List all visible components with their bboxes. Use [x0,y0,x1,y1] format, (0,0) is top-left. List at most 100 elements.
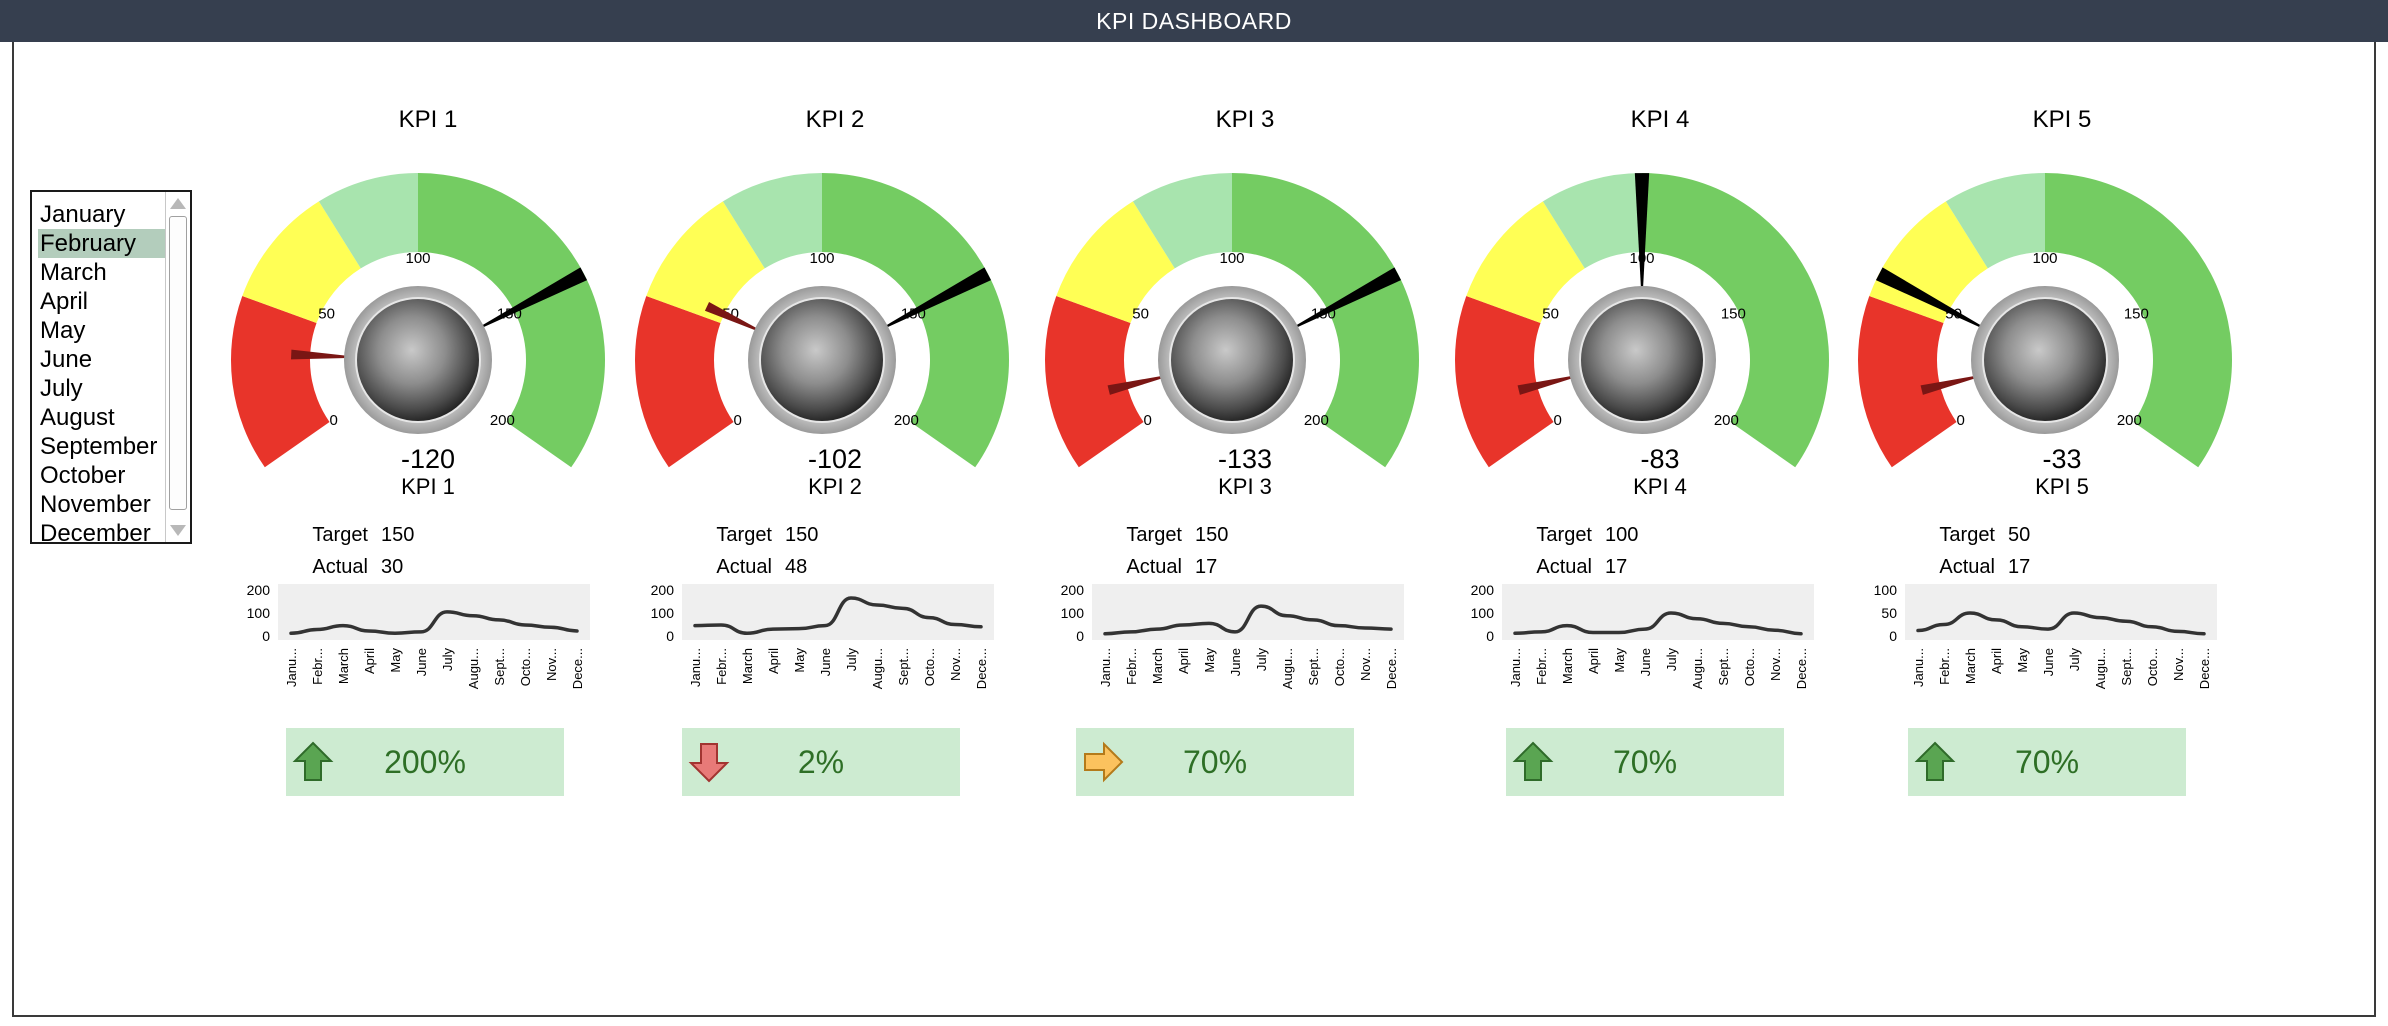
listbox-scrollbar[interactable] [165,192,190,542]
gauge-tick-label: 50 [1542,305,1559,322]
kpi-change-percent: 200% [384,744,466,780]
trend-x-tick: Nov... [2171,648,2186,681]
gauge-zone-light-green [318,173,418,269]
trend-x-tick: Nov... [1768,648,1783,681]
scroll-down-icon[interactable] [170,525,186,536]
trend-x-tick: Janu... [1098,648,1113,687]
kpi-value: -83 [1640,444,1680,474]
month-option-october[interactable]: October [40,462,126,489]
gauge-tick-label: 50 [1132,305,1149,322]
dashboard-frame [12,42,2376,1017]
trend-x-tick: July [2067,648,2082,672]
kpi-trend-chart: 0 100 200 Janu... Febr... March April May June Ju… [651,582,994,689]
actual-label: Actual [1126,556,1182,578]
trend-x-tick: June [1228,648,1243,676]
month-option-august[interactable]: August [40,404,115,431]
trend-x-tick: Octo... [518,648,533,686]
trend-x-tick: Febr... [1534,648,1549,685]
trend-x-tick: March [1150,648,1165,684]
gauge-zone-red [1858,296,1957,468]
gauge-zone-red [1045,296,1144,468]
trend-x-tick: Dece... [2197,648,2212,689]
trend-x-tick: Janu... [688,648,703,687]
scroll-thumb[interactable] [169,216,187,510]
month-option-may[interactable]: May [40,317,86,344]
gauge-tick-label: 0 [329,412,337,429]
trend-x-tick: Sept... [492,648,507,686]
trend-x-tick: Octo... [2145,648,2160,686]
trend-x-tick: April [362,648,377,674]
month-option-june[interactable]: June [40,346,93,373]
month-option-february[interactable]: February [38,229,171,258]
kpi-title: KPI 4 [1630,106,1690,133]
scroll-up-icon[interactable] [170,198,186,209]
kpi-change-percent: 70% [2014,744,2080,780]
month-option-november[interactable]: November [40,491,151,518]
actual-value: 17 [1195,556,1218,578]
up-arrow-icon [1512,741,1554,781]
kpi-gauge: 050100150200 [1455,173,1829,468]
gauge-zone-light-green [1542,173,1642,269]
kpi-change-box: 70% [1506,728,1784,796]
month-option-september[interactable]: September [40,433,158,460]
month-option-january[interactable]: January [40,201,126,228]
trend-x-tick: Febr... [1124,648,1139,685]
trend-x-tick: Sept... [2119,648,2134,686]
actual-label: Actual [716,556,772,578]
gauge-tick-label: 150 [2124,305,2149,322]
gauge-zone-red [231,296,330,468]
kpi-sublabel: KPI 1 [401,474,455,499]
trend-plot-area [278,584,590,640]
target-value: 150 [1195,524,1229,546]
trend-y-tick: 100 [247,605,271,621]
trend-y-tick: 100 [1061,605,1085,621]
trend-x-tick: Augu... [466,648,481,689]
kpi-gauge: 050100150200 [231,173,605,468]
trend-x-tick: Dece... [974,648,989,689]
trend-x-tick: Febr... [714,648,729,685]
kpi-change-percent: 2% [797,744,845,780]
trend-x-tick: April [1989,648,2004,674]
trend-x-tick: July [1254,648,1269,672]
gauge-tick-label: 0 [1956,412,1964,429]
kpi-trend-chart: 0 100 200 Janu... Febr... March April May June Ju… [1061,582,1404,689]
trend-x-tick: Nov... [544,648,559,681]
month-option-july[interactable]: July [40,375,83,402]
gauge-zone-yellow [242,201,361,324]
target-needle [1634,173,1650,301]
gauge-tick-label: 50 [318,305,335,322]
trend-x-tick: March [1963,648,1978,684]
gauge-knob [1580,298,1704,422]
month-option-december[interactable]: December [40,520,151,544]
gauge-tick-label: 200 [1714,412,1739,429]
gauge-zone-green [2045,173,2232,468]
actual-value: 30 [381,556,404,578]
gauge-tick-label: 100 [2032,250,2057,267]
month-option-april[interactable]: April [40,288,89,315]
right-arrow-icon [1084,741,1124,783]
kpi-trend-chart: 0 100 200 Janu... Febr... March April May June Ju… [247,582,590,689]
trend-x-tick: Janu... [1911,648,1926,687]
actual-label: Actual [312,556,368,578]
month-listbox[interactable]: January February March April May June July Augu… [30,190,192,544]
trend-x-tick: June [414,648,429,676]
trend-y-tick: 200 [247,582,271,598]
trend-x-tick: Febr... [1937,648,1952,685]
gauge-knob [356,298,480,422]
trend-x-tick: Sept... [896,648,911,686]
trend-x-tick: Sept... [1716,648,1731,686]
month-option-march[interactable]: March [40,259,107,286]
trend-y-tick: 100 [1471,605,1495,621]
trend-x-tick: Augu... [1280,648,1295,689]
gauge-tick-label: 150 [1721,305,1746,322]
gauge-zone-yellow [646,201,765,324]
gauge-tick-label: 100 [1219,250,1244,267]
gauge-zone-green [1642,173,1829,468]
gauge-knob [1170,298,1294,422]
kpi-change-box: 70% [1076,728,1354,796]
actual-label: Actual [1939,556,1995,578]
target-needle [875,267,992,333]
target-value: 150 [785,524,819,546]
target-value: 50 [2008,524,2031,546]
